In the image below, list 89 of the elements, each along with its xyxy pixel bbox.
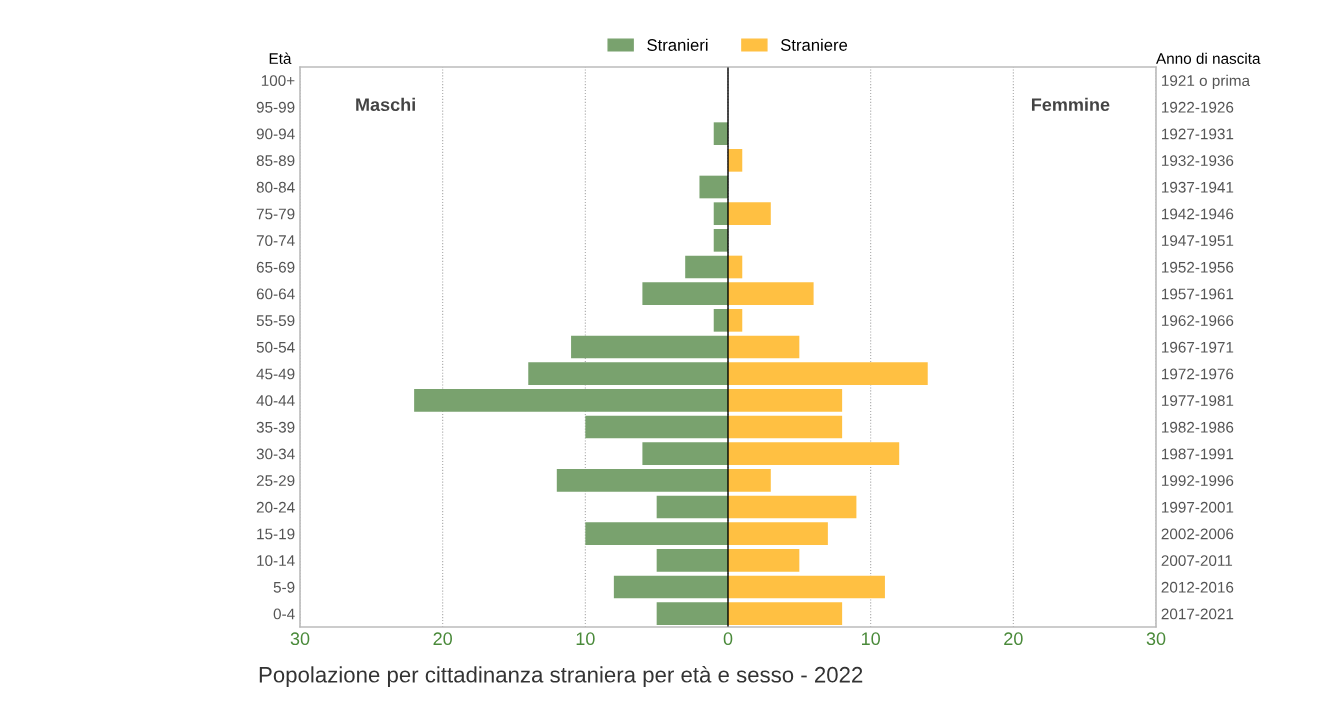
y-tick-label: 80-84 <box>256 181 295 193</box>
y-tick-label: 100+ <box>261 75 295 87</box>
bar <box>613 575 728 599</box>
bar <box>728 282 814 305</box>
y2-tick-label: 1942-1946 <box>1162 208 1234 220</box>
y2-tick-label: 1997-2001 <box>1162 501 1234 513</box>
y-tick-label: 65-69 <box>256 261 295 273</box>
y2-tick-label: 2017-2021 <box>1161 608 1234 620</box>
bar <box>728 362 928 385</box>
bar <box>699 175 728 199</box>
y2-tick-label: 1932-1936 <box>1162 155 1234 167</box>
bar <box>585 415 728 439</box>
x-tick-label: 10 <box>576 632 595 646</box>
legend-label: Stranieri <box>647 38 708 51</box>
bar <box>728 495 857 519</box>
bar <box>728 309 743 332</box>
y-tick-label: 45-49 <box>256 368 295 380</box>
x-tick-label: 30 <box>290 632 310 646</box>
bar <box>713 229 728 252</box>
bar <box>728 602 843 625</box>
y-tick-label: 55-59 <box>256 315 295 327</box>
y-tick-label: 30-34 <box>256 448 295 460</box>
y2-tick-label: 1922-1926 <box>1162 101 1234 113</box>
y2-tick-label: 1987-1991 <box>1162 448 1234 460</box>
annotation: Maschi <box>356 97 415 112</box>
annotation: Femmine <box>1031 97 1110 112</box>
bar <box>728 522 828 545</box>
text: Popolazione per cittadinanza straniera per età e sesso - 2022 <box>259 666 863 687</box>
bar <box>642 442 728 465</box>
y-tick-label: 90-94 <box>256 128 295 140</box>
y2-tick-label: 2012-2016 <box>1161 581 1234 593</box>
y-tick-label: 20-24 <box>256 501 295 513</box>
bar <box>656 495 728 519</box>
y-tick-label: 5-9 <box>273 581 295 593</box>
bar <box>585 522 728 545</box>
bar <box>528 362 728 385</box>
y-tick-label: 50-54 <box>256 341 295 353</box>
bar <box>713 122 728 145</box>
y2-tick-label: 1952-1956 <box>1162 261 1234 273</box>
y-tick-label: 60-64 <box>256 288 295 300</box>
bar <box>414 389 728 412</box>
y2-tick-label: 1992-1996 <box>1162 475 1234 487</box>
y2-tick-label: 1967-1971 <box>1162 341 1234 353</box>
bar <box>728 415 843 439</box>
bar <box>685 255 728 279</box>
y-tick-label: 25-29 <box>256 475 295 487</box>
y2-tick-label: 1962-1966 <box>1162 315 1234 327</box>
x-tick-label: 10 <box>862 632 880 646</box>
y2-tick-label: 1937-1941 <box>1162 181 1234 193</box>
y2-tick-label: 2002-2006 <box>1161 528 1234 540</box>
bar <box>728 549 800 572</box>
y2-tick-label: 1927-1931 <box>1162 128 1234 140</box>
bar <box>713 309 728 332</box>
y-tick-label: 75-79 <box>256 208 295 220</box>
y2-tick-label: 1977-1981 <box>1162 395 1234 407</box>
bar <box>728 469 771 492</box>
y-tick-label: 70-74 <box>256 235 295 247</box>
y2-tick-label: 1921 o prima <box>1162 74 1251 90</box>
bar <box>642 282 728 305</box>
bar <box>728 575 885 599</box>
bar <box>571 335 728 359</box>
bar <box>728 442 900 465</box>
y2-tick-label: 1972-1976 <box>1162 368 1234 380</box>
y-tick-label: 35-39 <box>256 421 295 433</box>
x-tick-label: 20 <box>1004 632 1023 646</box>
legend-label: Straniere <box>780 38 848 51</box>
y2-tick-label: 1957-1961 <box>1162 288 1234 300</box>
x-tick-label: 30 <box>1146 632 1166 646</box>
bar <box>728 149 743 172</box>
bar <box>728 335 800 359</box>
bar <box>728 389 843 412</box>
bar <box>656 602 728 625</box>
y2-tick-label: 1947-1951 <box>1162 235 1234 247</box>
y-tick-label: 0-4 <box>273 608 295 620</box>
x-tick-label: 20 <box>433 632 452 646</box>
y-tick-label: 15-19 <box>257 528 295 540</box>
bar <box>728 202 771 225</box>
bar <box>556 469 728 492</box>
y2-tick-label: 1982-1986 <box>1162 421 1234 433</box>
y-tick-label: 40-44 <box>256 395 295 407</box>
y2-tick-label: 2007-2011 <box>1161 555 1233 567</box>
y-tick-label: 95-99 <box>256 101 295 113</box>
y-tick-label: 85-89 <box>256 155 295 167</box>
y-tick-label: 10-14 <box>257 555 295 567</box>
bar <box>656 549 728 572</box>
y-axis-title: Età <box>269 52 292 64</box>
x-tick-label: 0 <box>723 632 733 646</box>
bar <box>713 202 728 225</box>
y2-axis-title: Anno di nascita <box>1156 52 1261 64</box>
